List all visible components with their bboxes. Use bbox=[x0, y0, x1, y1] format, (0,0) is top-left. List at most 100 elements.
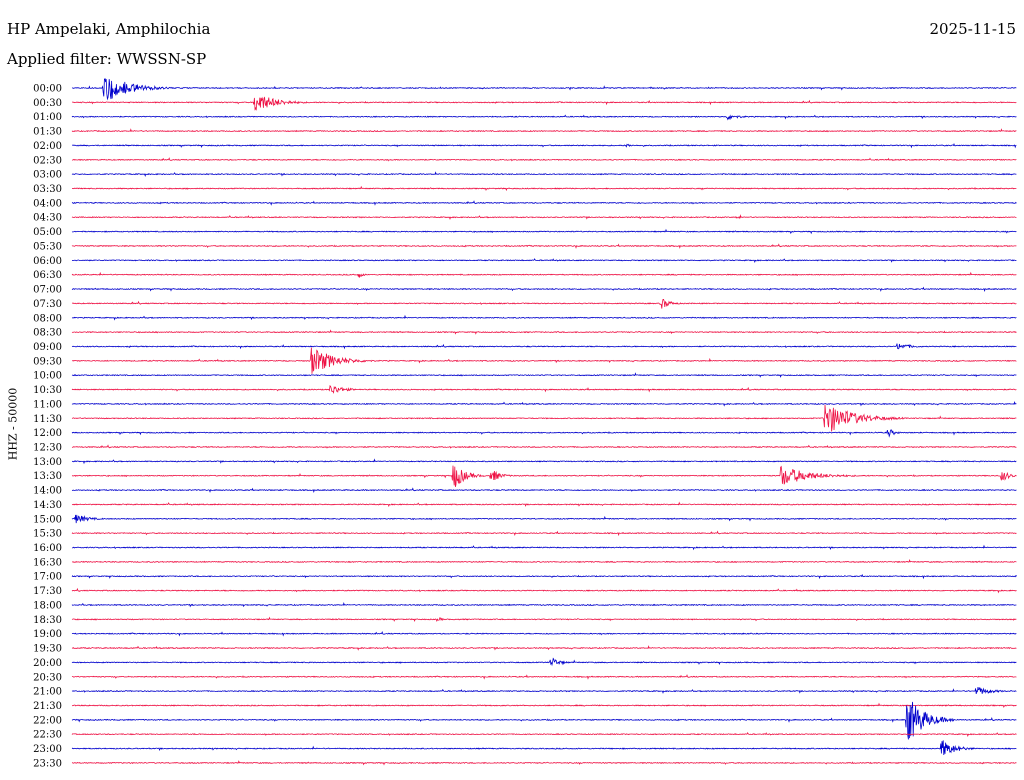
trace-row-0600 bbox=[71, 258, 1017, 264]
trace-row-1900 bbox=[71, 631, 1017, 637]
row-time-label: 21:30 bbox=[33, 701, 62, 712]
row-time-label: 04:00 bbox=[33, 198, 62, 209]
trace-row-1200 bbox=[71, 429, 1017, 438]
row-time-label: 07:30 bbox=[33, 299, 62, 310]
row-time-label: 06:00 bbox=[33, 256, 62, 267]
row-time-label: 13:00 bbox=[33, 457, 62, 468]
trace-row-0730 bbox=[71, 299, 1017, 309]
trace-row-1630 bbox=[71, 559, 1017, 564]
trace-row-0300 bbox=[71, 171, 1017, 178]
row-time-label: 04:30 bbox=[33, 213, 62, 224]
trace-row-0200 bbox=[72, 143, 1017, 149]
trace-row-1730 bbox=[71, 587, 1017, 594]
trace-row-0100 bbox=[71, 114, 1017, 121]
trace-row-1500 bbox=[71, 514, 1017, 524]
trace-row-0830 bbox=[71, 329, 1017, 335]
station-title: HP Ampelaki, Amphilochia bbox=[7, 20, 211, 38]
row-time-label: 05:00 bbox=[33, 227, 62, 238]
trace-row-0030 bbox=[71, 96, 1017, 111]
row-time-label: 03:00 bbox=[33, 170, 62, 181]
trace-row-0530 bbox=[71, 243, 1017, 249]
trace-row-0630 bbox=[71, 271, 1017, 278]
trace-rows bbox=[71, 77, 1017, 766]
row-time-label: 01:30 bbox=[33, 127, 62, 138]
trace-row-1100 bbox=[71, 401, 1017, 407]
row-time-label: 18:30 bbox=[33, 615, 62, 626]
row-time-label: 20:30 bbox=[33, 672, 62, 683]
trace-row-1030 bbox=[71, 385, 1017, 394]
row-time-label: 23:00 bbox=[33, 744, 62, 755]
trace-row-1830 bbox=[71, 616, 1017, 622]
row-time-label: 03:30 bbox=[33, 184, 62, 195]
trace-row-2130 bbox=[71, 702, 1017, 709]
trace-row-1400 bbox=[71, 487, 1017, 493]
row-time-label: 16:30 bbox=[33, 557, 62, 568]
row-time-label: 09:30 bbox=[33, 356, 62, 367]
trace-row-2000 bbox=[71, 657, 1017, 667]
trace-row-2330 bbox=[71, 760, 1017, 766]
row-time-label: 10:30 bbox=[33, 385, 62, 396]
trace-row-1230 bbox=[71, 444, 1017, 449]
row-time-label: 12:30 bbox=[33, 443, 62, 454]
trace-row-2200 bbox=[71, 701, 1017, 740]
row-time-label: 22:00 bbox=[33, 715, 62, 726]
row-time-label: 22:30 bbox=[33, 730, 62, 741]
row-time-label: 21:00 bbox=[33, 687, 62, 698]
row-time-label: 07:00 bbox=[33, 285, 62, 296]
trace-row-0900 bbox=[71, 343, 1017, 350]
trace-row-1800 bbox=[71, 602, 1017, 608]
trace-row-0500 bbox=[71, 228, 1017, 235]
row-time-label: 11:00 bbox=[33, 399, 62, 410]
trace-row-0430 bbox=[71, 214, 1017, 220]
trace-row-2100 bbox=[71, 687, 1017, 694]
trace-row-1600 bbox=[71, 544, 1017, 551]
row-time-label: 06:30 bbox=[33, 270, 62, 281]
row-time-label: 14:00 bbox=[33, 486, 62, 497]
row-time-label: 11:30 bbox=[33, 414, 62, 425]
trace-row-0230 bbox=[71, 157, 1017, 162]
trace-row-1130 bbox=[71, 404, 1017, 432]
row-time-label: 12:00 bbox=[33, 428, 62, 439]
trace-row-1700 bbox=[71, 573, 1017, 580]
trace-row-2230 bbox=[71, 731, 1017, 737]
trace-row-1000 bbox=[71, 372, 1017, 378]
date-label: 2025-11-15 bbox=[929, 20, 1016, 38]
row-time-label: 18:00 bbox=[33, 600, 62, 611]
trace-row-0330 bbox=[71, 185, 1017, 192]
row-time-label: 16:00 bbox=[33, 543, 62, 554]
trace-row-2030 bbox=[71, 674, 1017, 680]
trace-row-1530 bbox=[71, 530, 1017, 537]
row-time-label: 20:00 bbox=[33, 658, 62, 669]
row-time-label: 23:30 bbox=[33, 758, 62, 769]
row-time-label: 01:00 bbox=[33, 112, 62, 123]
row-time-label: 10:00 bbox=[33, 371, 62, 382]
trace-row-1300 bbox=[71, 458, 1017, 465]
row-time-label: 02:00 bbox=[33, 141, 62, 152]
trace-row-0800 bbox=[71, 314, 1017, 321]
row-time-label: 14:30 bbox=[33, 500, 62, 511]
row-time-label: 05:30 bbox=[33, 241, 62, 252]
row-time-label: 08:00 bbox=[33, 313, 62, 324]
trace-row-0000 bbox=[71, 77, 1017, 101]
trace-row-0700 bbox=[71, 286, 1017, 292]
row-time-label: 19:00 bbox=[33, 629, 62, 640]
row-time-labels: 00:00 00:30 01:00 01:30 02:00 02:30 03:00 03:30… bbox=[33, 84, 62, 770]
row-time-label: 17:00 bbox=[33, 572, 62, 583]
trace-row-0400 bbox=[71, 200, 1017, 206]
row-time-label: 00:00 bbox=[33, 84, 62, 95]
row-time-label: 15:00 bbox=[33, 514, 62, 525]
row-time-label: 00:30 bbox=[33, 98, 62, 109]
row-time-label: 17:30 bbox=[33, 586, 62, 597]
row-time-label: 15:30 bbox=[33, 529, 62, 540]
trace-row-1430 bbox=[71, 501, 1017, 508]
row-time-label: 08:30 bbox=[33, 328, 62, 339]
row-time-label: 19:30 bbox=[33, 644, 62, 655]
row-time-label: 13:30 bbox=[33, 471, 62, 482]
trace-row-2300 bbox=[71, 740, 1017, 756]
filter-label: Applied filter: WWSSN-SP bbox=[7, 50, 207, 68]
trace-row-1930 bbox=[71, 645, 1017, 651]
trace-row-1330 bbox=[71, 465, 1017, 487]
trace-row-0930 bbox=[71, 347, 1017, 374]
trace-row-0130 bbox=[71, 128, 1017, 133]
